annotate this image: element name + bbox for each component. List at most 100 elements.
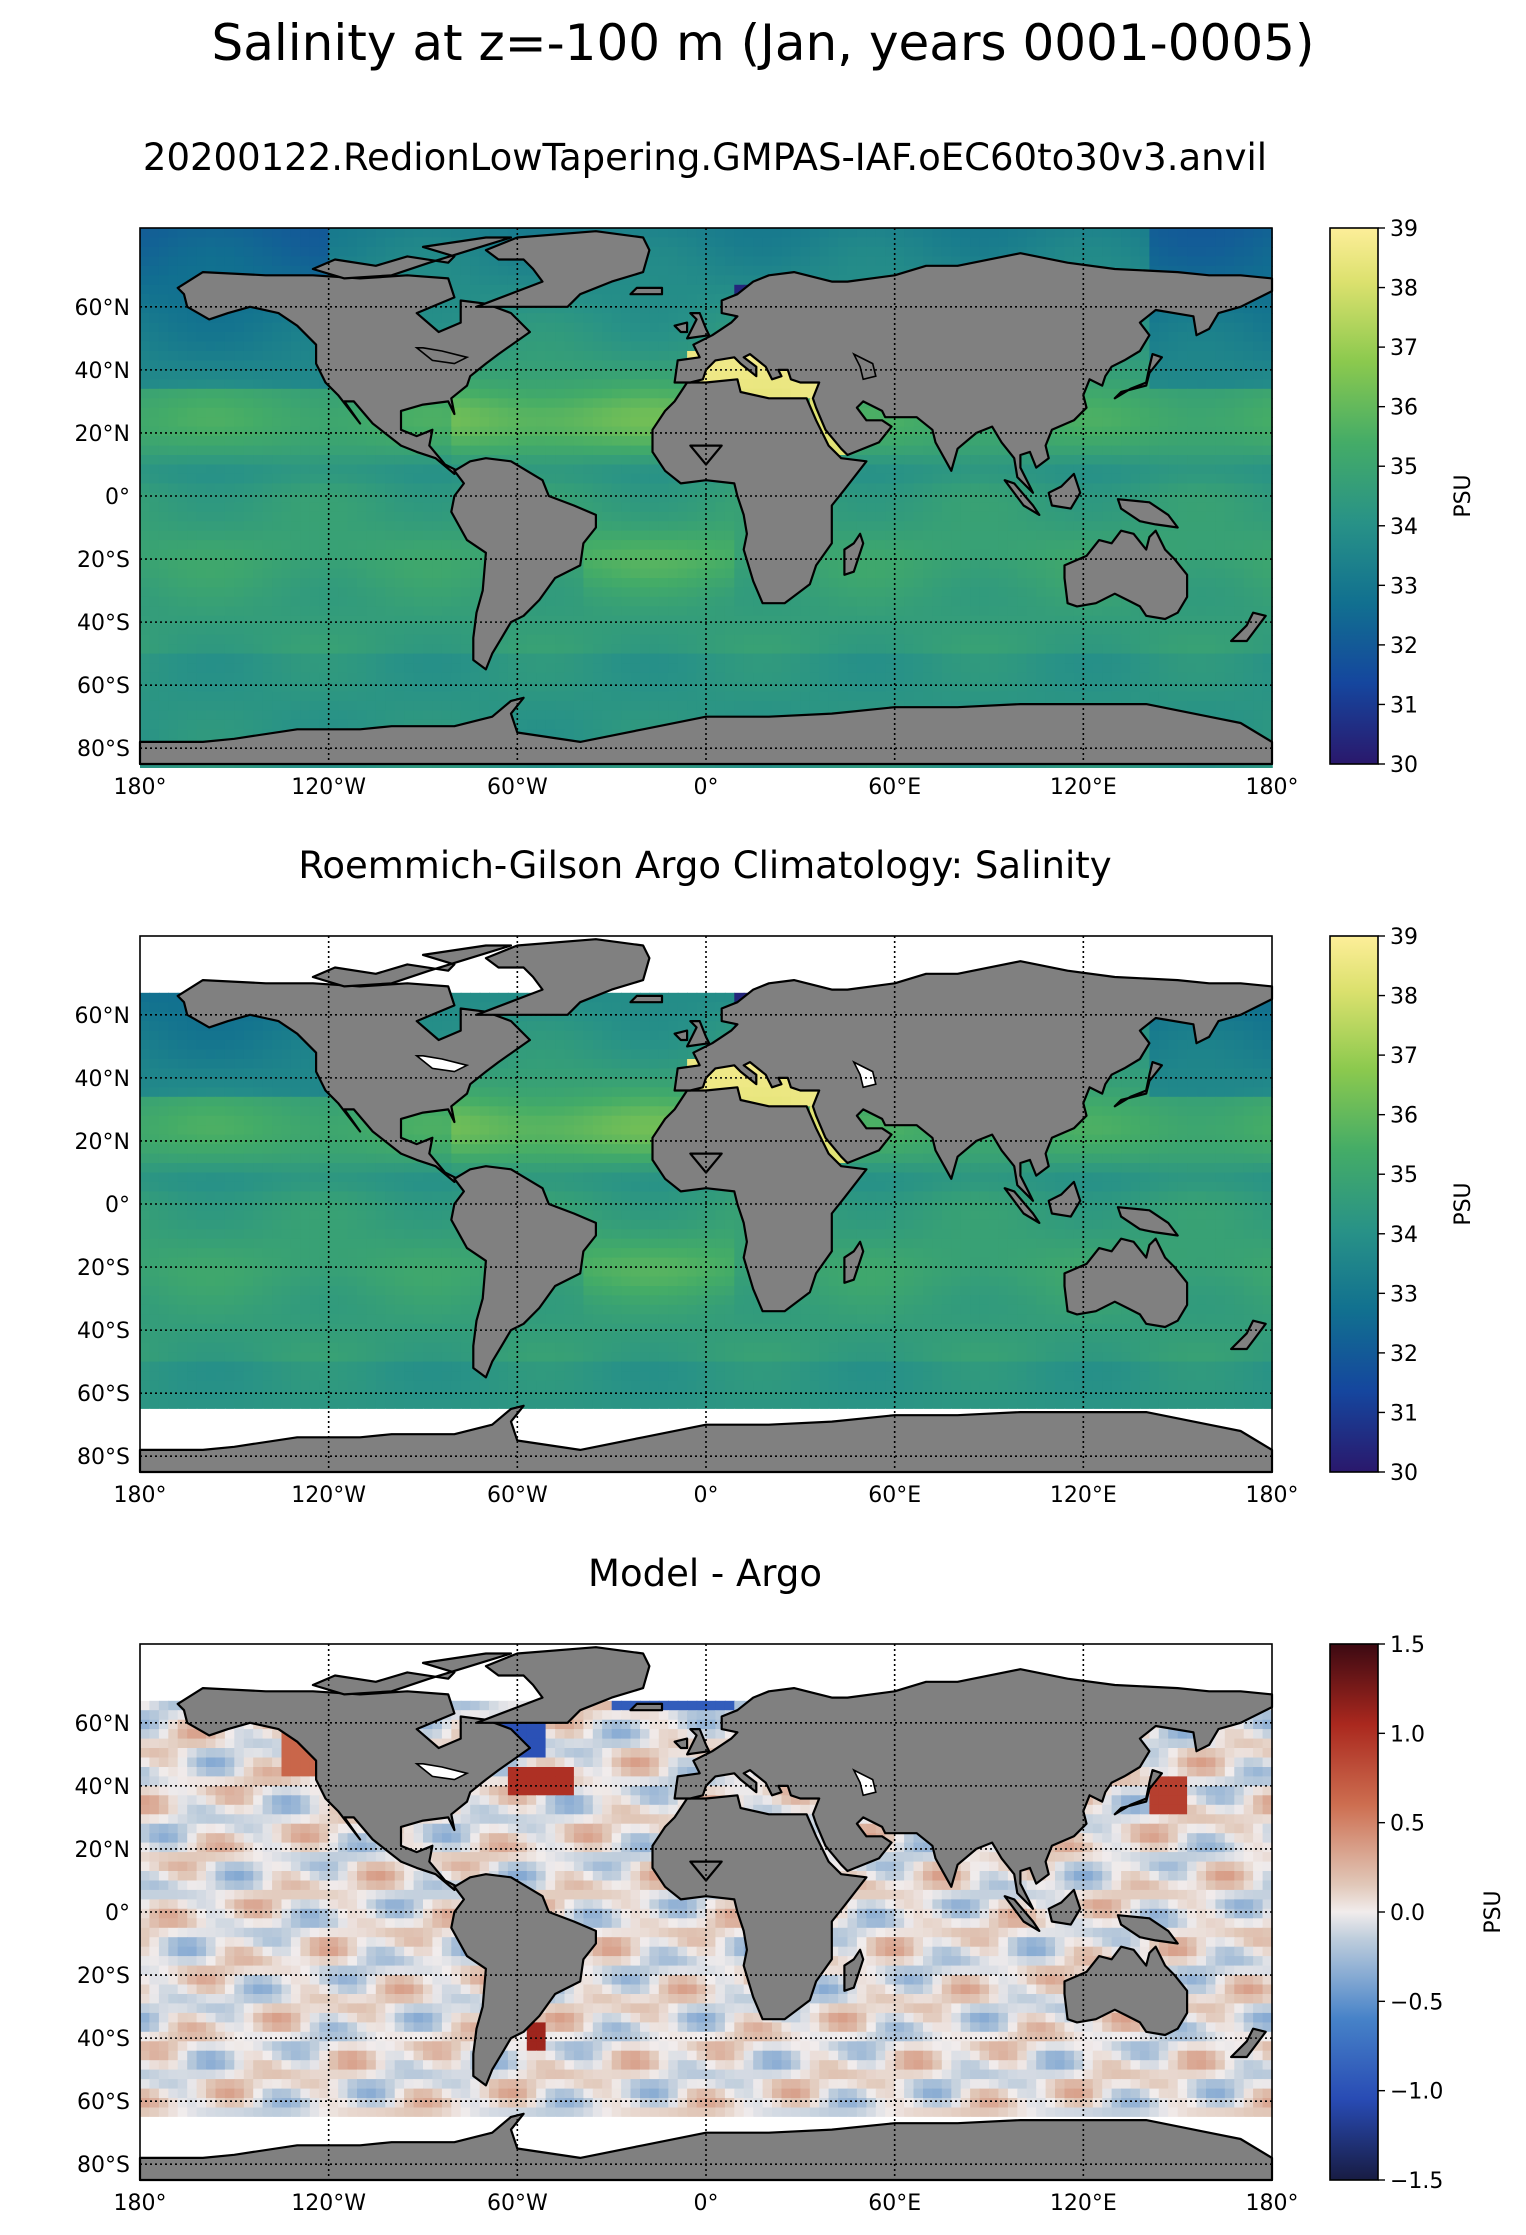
panel-3-title: Model - Argo	[0, 1552, 1410, 1595]
figure-title: Salinity at z=-100 m (Jan, years 0001-00…	[0, 14, 1526, 72]
landmass	[1047, 472, 1082, 510]
land-mask	[138, 938, 1274, 1474]
landmass	[1003, 1187, 1041, 1224]
y-tick-label: 60°S	[77, 1382, 130, 1407]
colorbar-tick-label: 30	[1390, 1461, 1418, 1486]
lake	[414, 347, 470, 365]
x-tick-label: 60°W	[487, 775, 548, 800]
colorbar-gradient	[1329, 1643, 1379, 2181]
lake	[852, 1060, 877, 1089]
y-tick-label: 20°N	[75, 1130, 130, 1155]
colorbar-tick-label: 35	[1390, 455, 1418, 480]
colorbar-tick-label: −1.5	[1390, 2169, 1443, 2194]
colorbar-tick-label: 30	[1390, 753, 1418, 778]
x-tick-label: 180°	[114, 2191, 167, 2216]
landmass	[176, 979, 531, 1183]
landmass	[673, 1737, 689, 1750]
colorbar-gradient	[1329, 227, 1379, 765]
landmass	[651, 1086, 868, 1313]
colorbar-tick-label: 38	[1390, 985, 1418, 1010]
colorbar-tick-label: 34	[1390, 515, 1418, 540]
landmass	[1063, 1237, 1189, 1329]
landmass	[1116, 1206, 1179, 1237]
colorbar-tick-label: 1.5	[1390, 1633, 1425, 1658]
y-tick-label: 40°N	[75, 1775, 130, 1800]
map-frame	[139, 227, 1273, 765]
landmass	[629, 286, 664, 296]
landmass	[1230, 1319, 1267, 1351]
colorbar-label: PSU	[1481, 1890, 1506, 1933]
colorbar-tick-label: −0.5	[1390, 1990, 1443, 2015]
colorbar-tick-label: 39	[1390, 925, 1418, 950]
landmass	[629, 994, 664, 1004]
landmass	[1113, 1061, 1163, 1108]
x-tick-label: 120°W	[291, 775, 366, 800]
landmass	[1063, 529, 1189, 621]
y-tick-label: 0°	[105, 1901, 130, 1926]
colorbar-tick-label: 35	[1390, 1163, 1418, 1188]
y-tick-label: 20°S	[77, 1964, 130, 1989]
landmass	[843, 1948, 865, 1992]
map-frame	[139, 935, 1273, 1473]
lake	[414, 1763, 470, 1781]
landmass	[629, 1702, 664, 1712]
y-tick-label: 40°S	[77, 2027, 130, 2052]
landmass	[673, 252, 1274, 494]
x-tick-label: 60°W	[487, 2191, 548, 2216]
y-tick-label: 80°S	[77, 2153, 130, 2178]
x-tick-label: 0°	[694, 1483, 719, 1508]
landmass	[1230, 2027, 1267, 2059]
landmass	[1047, 1888, 1082, 1926]
x-tick-label: 60°E	[868, 1483, 921, 1508]
colorbar-tick-label: 0.5	[1390, 1812, 1425, 1837]
y-tick-label: 60°N	[75, 1712, 130, 1737]
colorbar-tick-label: 33	[1390, 574, 1418, 599]
colorbar-gradient	[1329, 935, 1379, 1473]
colorbar-tick-label: 1.0	[1390, 1722, 1425, 1747]
x-tick-label: 180°	[1246, 775, 1299, 800]
landmass	[176, 1687, 531, 1891]
landmass	[176, 271, 531, 475]
landmass	[689, 1152, 723, 1174]
panel-3-map-chart: 180° 120°W 60°W 0° 60°E 120°E 180° 60°N 40°N 20°N…	[75, 1633, 1506, 2216]
gridlines	[140, 1644, 1272, 2180]
y-tick-label: 60°N	[75, 296, 130, 321]
y-tick-label: 60°S	[77, 674, 130, 699]
landmass	[311, 1652, 513, 1696]
colorbar-label: PSU	[1451, 474, 1476, 517]
x-tick-label: 180°	[1246, 1483, 1299, 1508]
landmass	[311, 236, 513, 280]
landmass	[843, 1240, 865, 1284]
lake	[852, 352, 877, 381]
x-tick-label: 60°W	[487, 1483, 548, 1508]
lake	[414, 1055, 470, 1073]
y-tick-label: 20°S	[77, 1256, 130, 1281]
lake	[852, 1768, 877, 1797]
landmass	[1003, 1895, 1041, 1932]
y-tick-label: 20°N	[75, 1838, 130, 1863]
landmass	[1003, 479, 1041, 516]
y-tick-label: 80°S	[77, 737, 130, 762]
colorbar-tick-label: 34	[1390, 1223, 1418, 1248]
y-tick-label: 60°S	[77, 2090, 130, 2115]
landmass	[673, 321, 689, 334]
gridlines	[140, 936, 1272, 1472]
colorbar-tick-label: 31	[1390, 693, 1418, 718]
x-tick-label: 0°	[694, 775, 719, 800]
x-tick-label: 60°E	[868, 2191, 921, 2216]
landmass	[673, 960, 1274, 1202]
colorbar: 39 38 37 36 35 34 33 32 31 30 PSU	[1329, 925, 1476, 1486]
x-tick-label: 120°W	[291, 2191, 366, 2216]
landmass	[651, 378, 868, 605]
x-tick-label: 180°	[114, 775, 167, 800]
panel-2-map-chart: 180° 120°W 60°W 0° 60°E 120°E 180° 60°N 40°N 20°N…	[75, 925, 1476, 1508]
landmass	[311, 944, 513, 988]
colorbar-tick-label: −1.0	[1390, 2080, 1443, 2105]
landmass	[1113, 1769, 1163, 1816]
landmass	[475, 1646, 651, 1724]
y-tick-label: 80°S	[77, 1445, 130, 1470]
x-tick-label: 60°E	[868, 775, 921, 800]
landmass	[686, 1728, 711, 1756]
colorbar-tick-label: 0.0	[1390, 1901, 1425, 1926]
